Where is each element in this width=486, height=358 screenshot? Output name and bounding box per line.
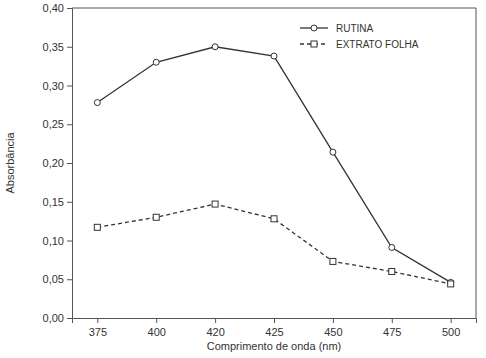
y-tick-mark <box>67 202 72 203</box>
series-line <box>97 47 450 283</box>
y-tick-label: 0,40 <box>43 2 64 14</box>
x-tick-mark <box>392 318 393 323</box>
legend-label: RUTINA <box>336 23 374 34</box>
x-tick-mark <box>274 318 275 323</box>
series-marker <box>94 100 100 106</box>
series-marker <box>389 244 395 250</box>
y-tick: 0,20 <box>43 157 72 169</box>
frame-right <box>476 8 477 318</box>
y-tick-label: 0,30 <box>43 80 64 92</box>
series-marker <box>448 281 454 287</box>
y-tick-label: 0,05 <box>43 273 64 285</box>
x-tick: 400 <box>148 318 166 338</box>
y-tick: 0,25 <box>43 118 72 130</box>
series-marker <box>153 59 159 65</box>
x-tick-mark <box>333 318 334 323</box>
x-axis-title: Comprimento de onda (nm) <box>207 340 342 352</box>
y-tick-mark <box>67 8 72 9</box>
y-tick-label: 0,35 <box>43 41 64 53</box>
y-tick-label: 0,15 <box>43 196 64 208</box>
x-tick: 450 <box>324 318 342 338</box>
series-marker <box>212 201 218 207</box>
frame-top <box>72 8 476 9</box>
y-tick-mark <box>67 279 72 280</box>
plot-area: 0,00 0,05 0,10 0,15 0,20 0,25 0,30 0,35 0,40 375 4… <box>43 2 477 338</box>
y-tick: 0,40 <box>43 2 72 14</box>
x-tick-label: 500 <box>442 326 460 338</box>
y-tick: 0,30 <box>43 80 72 92</box>
y-tick-label: 0,25 <box>43 118 64 130</box>
series-group <box>94 44 453 287</box>
x-tick-mark <box>97 318 98 323</box>
x-tick: 425 <box>265 318 283 338</box>
y-tick: 0,05 <box>43 273 72 285</box>
chart: 0,00 0,05 0,10 0,15 0,20 0,25 0,30 0,35 0,40 375 4… <box>0 0 486 358</box>
x-tick: 475 <box>383 318 401 338</box>
y-tick-mark <box>67 86 72 87</box>
series-marker <box>94 224 100 230</box>
x-axis: 375 400 420 425 450 475 500 <box>73 318 477 338</box>
legend-marker <box>311 25 317 31</box>
legend: RUTINA EXTRATO FOLHA <box>300 23 419 50</box>
y-tick: 0,00 <box>43 312 72 324</box>
y-tick-label: 0,00 <box>43 312 64 324</box>
series-marker <box>212 44 218 50</box>
x-tick: 420 <box>206 318 224 338</box>
y-axis-title: Absorbância <box>4 132 16 194</box>
y-tick-mark <box>67 318 72 319</box>
y-tick: 0,10 <box>43 235 72 247</box>
series-marker <box>271 216 277 222</box>
x-tick: 500 <box>442 318 460 338</box>
x-tick-mark <box>215 318 216 323</box>
x-tick-label: 450 <box>324 326 342 338</box>
y-tick-mark <box>67 124 72 125</box>
x-tick-mark <box>451 318 452 323</box>
x-tick-label: 400 <box>148 326 166 338</box>
series-marker <box>389 269 395 275</box>
y-tick: 0,35 <box>43 41 72 53</box>
y-axis: 0,00 0,05 0,10 0,15 0,20 0,25 0,30 0,35 0,40 <box>43 2 73 324</box>
x-tick-label: 420 <box>206 326 224 338</box>
x-tick-label: 475 <box>383 326 401 338</box>
x-tick-label: 375 <box>89 326 107 338</box>
y-tick-mark <box>67 241 72 242</box>
x-axis-line <box>73 319 477 324</box>
legend-label: EXTRATO FOLHA <box>336 39 419 50</box>
series-marker <box>153 214 159 220</box>
y-tick-label: 0,10 <box>43 235 64 247</box>
y-axis-line <box>67 9 73 319</box>
x-tick-mark <box>156 318 157 323</box>
y-tick-mark <box>67 163 72 164</box>
y-tick-label: 0,20 <box>43 157 64 169</box>
series-line <box>97 204 450 284</box>
y-tick: 0,15 <box>43 196 72 208</box>
legend-marker <box>311 41 317 47</box>
series-marker <box>330 258 336 264</box>
series-marker <box>271 53 277 59</box>
x-tick-label: 425 <box>265 326 283 338</box>
y-tick-mark <box>67 47 72 48</box>
x-tick: 375 <box>89 318 107 338</box>
series-marker <box>330 149 336 155</box>
